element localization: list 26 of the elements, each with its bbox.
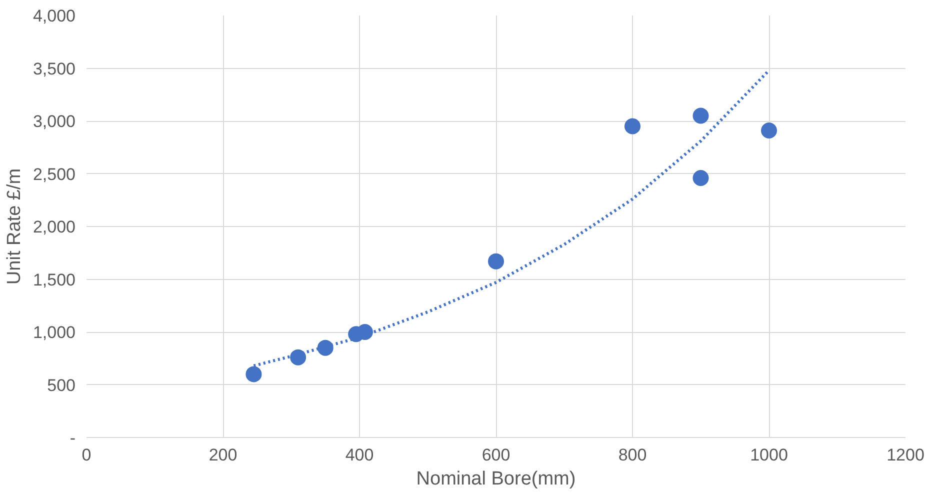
y-tick-label: 4,000 [32,6,76,26]
x-tick-label: 1000 [750,446,788,464]
point [761,122,777,138]
y-tick-label: 1,000 [32,323,76,342]
point [317,340,334,356]
point [246,366,262,382]
point [488,253,504,270]
y-tick-label: 3,000 [32,112,76,131]
x-tick-label: 400 [345,446,374,464]
y-tick-label: 2,000 [32,218,76,236]
x-tick-label: 1200 [886,446,924,464]
x-tick-label: 200 [208,446,238,464]
y-tick-label: 1,500 [32,270,76,290]
x-tick-label: 0 [82,446,92,464]
y-tick-label: 500 [47,376,76,395]
y-tick-label: - [70,428,76,448]
y-tick-label: 2,500 [32,164,76,184]
y-axis-title: Unit Rate £/m [4,168,25,285]
x-axis-title: Nominal Bore(mm) [416,468,576,490]
x-tick-label: 800 [618,446,647,464]
y-tick-label: 3,500 [32,59,76,78]
point [624,118,640,134]
point [692,170,709,186]
point [290,349,306,366]
x-tick-label: 600 [482,446,510,464]
point [692,108,709,124]
